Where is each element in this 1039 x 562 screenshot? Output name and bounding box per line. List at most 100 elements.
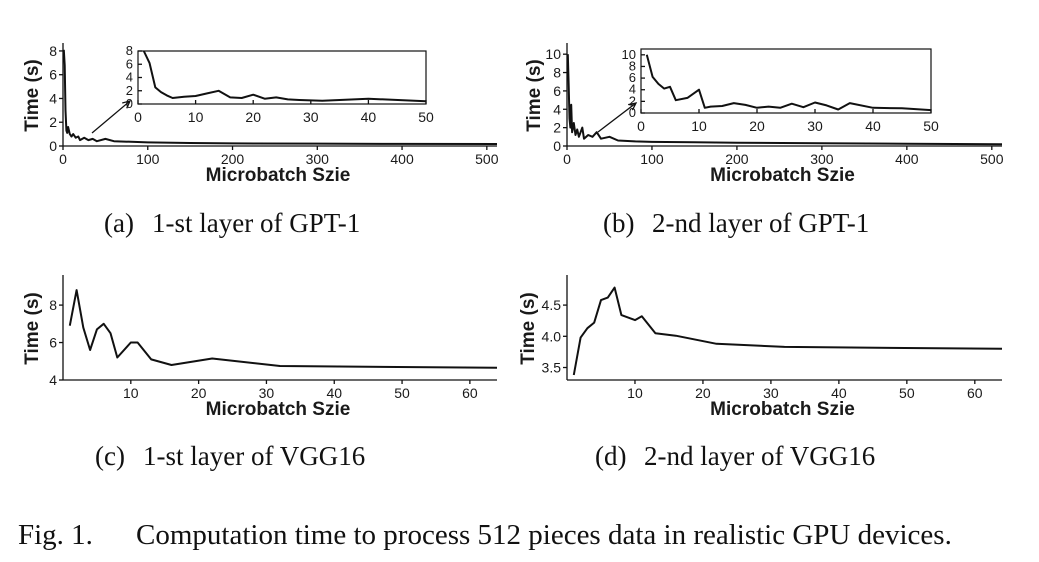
inset-y-tick-label: 6 [629,70,636,85]
x-tick-label: 30 [763,385,779,401]
x-tick-label: 500 [980,151,1004,167]
inset-y-tick-label: 6 [126,56,133,71]
x-tick-label: 0 [59,151,67,167]
inset-y-tick-label: 4 [629,82,636,97]
x-tick-label: 100 [640,151,664,167]
y-tick-label: 6 [49,335,57,351]
caption-a-label: (a) [104,208,134,238]
x-tick-label: 400 [390,151,414,167]
x-tick-label: 100 [136,151,160,167]
series-line [572,286,1003,376]
caption-b-label: (b) [603,208,634,238]
inset-x-tick-label: 10 [691,118,707,134]
x-tick-label: 0 [563,151,571,167]
inset-x-tick-label: 50 [923,118,939,134]
x-axis-title: Microbatch Szie [206,399,351,420]
inset-x-tick-label: 20 [245,109,261,125]
y-axis-title: Time (s) [22,292,43,365]
inset-x-tick-label: 30 [807,118,823,134]
caption-d-text: 2-nd layer of VGG16 [644,441,875,471]
y-tick-label: 2 [553,120,561,136]
y-tick-label: 8 [49,297,57,313]
x-tick-label: 300 [306,151,330,167]
chart-d: 10 20 30 40 50 60 3.5 4.0 4.5 Microbatch Szie Time… [518,275,1003,420]
x-tick-label: 30 [259,385,275,401]
inset-y-tick-label: 2 [629,93,636,108]
x-axis-title: Microbatch Szie [206,165,351,186]
inset-x-tick-label: 10 [188,109,204,125]
y-tick-label: 0 [553,138,561,154]
caption-b-text: 2-nd layer of GPT-1 [652,208,869,238]
inset-y-tick-label: 10 [622,47,636,62]
x-tick-label: 20 [191,385,207,401]
series-line [68,289,498,369]
x-tick-label: 50 [899,385,915,401]
inset-x-tick-label: 20 [749,118,765,134]
x-tick-label: 500 [475,151,499,167]
y-tick-label: 4 [553,101,561,117]
y-tick-label: 4.5 [542,297,562,313]
x-tick-label: 60 [462,385,478,401]
inset-arrow-head [122,100,132,109]
inset-arrow-shaft [597,102,637,133]
x-tick-label: 40 [326,385,342,401]
y-tick-label: 6 [553,83,561,99]
x-tick-label: 10 [627,385,643,401]
x-tick-label: 10 [123,385,139,401]
inset-y-tick-label: 8 [126,43,133,58]
inset-frame [640,48,932,114]
inset-y-tick-label: 2 [126,83,133,98]
inset-y-tick-label: 4 [126,70,133,85]
y-tick-label: 8 [553,65,561,81]
caption-d-label: (d) [595,441,626,471]
inset-frame [137,50,427,105]
inset-y-tick-label: 8 [629,58,636,73]
y-axis-title: Time (s) [518,292,539,365]
figure-caption-text: Computation time to process 512 pieces d… [136,519,952,551]
x-tick-label: 200 [221,151,245,167]
inset-arrow-shaft [91,100,131,134]
y-tick-label: 2 [49,114,57,130]
caption-c-text: 1-st layer of VGG16 [143,441,365,471]
x-tick-label: 20 [695,385,711,401]
y-tick-label: 8 [49,43,57,59]
y-tick-label: 0 [49,138,57,154]
figure-caption-label: Fig. 1. [18,519,93,551]
x-tick-label: 60 [967,385,983,401]
inset-x-tick-label: 50 [418,109,434,125]
inset-arrow-head [628,102,638,111]
series-line [566,54,1003,146]
y-tick-label: 4.0 [542,328,562,344]
inset-x-tick-label: 0 [637,118,645,134]
inset-x-tick-label: 30 [303,109,319,125]
inset-x-tick-label: 40 [865,118,881,134]
y-tick-label: 3.5 [542,360,562,376]
chart-c: 10 20 30 40 50 60 4 6 8 Microbatch Szie Time (s) [22,275,498,420]
y-axis-title: Time (s) [22,59,43,132]
x-axis-title: Microbatch Szie [710,165,855,186]
x-tick-label: 400 [895,151,919,167]
y-axis-title: Time (s) [524,59,545,132]
inset-x-tick-label: 40 [361,109,377,125]
x-tick-label: 50 [394,385,410,401]
x-tick-label: 40 [831,385,847,401]
series-line [62,49,498,145]
y-tick-label: 10 [545,46,561,62]
x-tick-label: 200 [725,151,749,167]
inset-x-tick-label: 0 [134,109,142,125]
x-tick-label: 300 [810,151,834,167]
y-tick-label: 6 [49,67,57,83]
x-axis-title: Microbatch Szie [710,399,855,420]
y-tick-label: 4 [49,90,57,106]
caption-c-label: (c) [95,441,125,471]
inset-y-tick-label: 0 [629,105,636,120]
caption-a-text: 1-st layer of GPT-1 [152,208,360,238]
inset-series-line [142,50,427,103]
inset-series-line [645,54,932,112]
